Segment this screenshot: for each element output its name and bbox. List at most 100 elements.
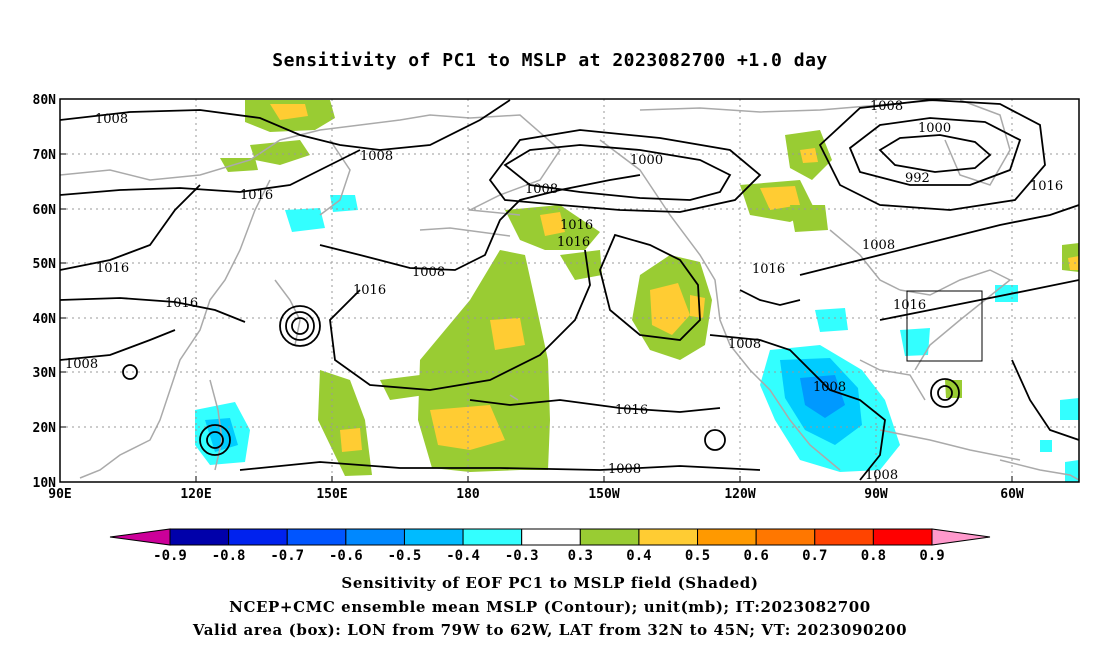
neg-patch bbox=[815, 308, 848, 332]
neg-patch bbox=[800, 375, 845, 418]
isobar-low-1008 bbox=[818, 99, 1046, 211]
lon-label: 90W bbox=[864, 487, 888, 502]
colorbar-box bbox=[403, 528, 464, 546]
contour-label: 1016 bbox=[240, 188, 273, 203]
lon-label: 120E bbox=[180, 487, 211, 502]
pos-patch bbox=[490, 318, 525, 350]
gridlines bbox=[60, 99, 1079, 482]
colorbar-label: 0.5 bbox=[685, 548, 710, 564]
coastline-caribbean bbox=[879, 429, 1021, 461]
lon-label: 60W bbox=[1000, 487, 1024, 502]
contour-label: 1008 bbox=[412, 265, 445, 280]
pos-patch bbox=[540, 212, 565, 236]
coastline-greenland bbox=[944, 99, 1011, 186]
isobar-low-japan-inner bbox=[285, 311, 315, 341]
isobar-low-1000-ak bbox=[503, 144, 732, 201]
contour-labels: 1008 1008 1008 1000 1008 1000 992 1016 1… bbox=[65, 99, 1063, 483]
colorbar-low-triangle bbox=[109, 528, 171, 546]
neg-patch bbox=[285, 208, 325, 232]
contour-label: 1016 bbox=[96, 261, 129, 276]
colorbar: -0.9 -0.8 -0.7 -0.6 -0.5 -0.4 -0.3 0.3 0.4 0.5 0.6… bbox=[109, 528, 991, 564]
lat-label: 80N bbox=[33, 93, 57, 108]
colorbar-label: -0.9 bbox=[153, 548, 187, 564]
isobar-small-low-2 bbox=[122, 364, 138, 380]
lat-label: 40N bbox=[33, 312, 57, 327]
contour-label: 1008 bbox=[813, 380, 846, 395]
colorbar-label: 0.7 bbox=[802, 548, 827, 564]
coastline-east-asia bbox=[79, 179, 271, 479]
isobar-1008-south bbox=[239, 461, 761, 471]
colorbar-labels: -0.9 -0.8 -0.7 -0.6 -0.5 -0.4 -0.3 0.3 0.4 0.5 0.6… bbox=[153, 548, 945, 564]
colorbar-label: -0.5 bbox=[388, 548, 422, 564]
colorbar-box bbox=[521, 528, 581, 546]
pos-patch bbox=[340, 428, 362, 452]
neg-patch bbox=[1065, 460, 1079, 482]
neg-patch bbox=[330, 195, 358, 212]
neg-patch bbox=[1040, 440, 1052, 452]
pos-patch bbox=[430, 405, 505, 450]
colorbar-label: 0.6 bbox=[744, 548, 769, 564]
colorbar-label: -0.3 bbox=[505, 548, 539, 564]
pos-patch bbox=[1068, 256, 1079, 270]
isobar-1016-na bbox=[739, 289, 801, 306]
colorbar-label: -0.8 bbox=[212, 548, 246, 564]
contour-label: 1016 bbox=[752, 262, 785, 277]
isobar-gulf-of-alaska bbox=[599, 233, 701, 341]
colorbar-label: 0.8 bbox=[861, 548, 886, 564]
lat-label: 50N bbox=[33, 257, 57, 272]
colorbar-box bbox=[755, 528, 816, 546]
contour-layer bbox=[60, 99, 1079, 481]
neg-patch bbox=[1060, 398, 1079, 420]
caption-line-3: Valid area (box): LON from 79W to 62W, L… bbox=[192, 621, 908, 639]
lat-label: 20N bbox=[33, 421, 57, 436]
lon-label: 150W bbox=[588, 487, 619, 502]
colorbar-box bbox=[579, 528, 640, 546]
coastline-asia bbox=[60, 114, 471, 181]
contour-label: 1008 bbox=[360, 149, 393, 164]
coastline-north-america-west bbox=[599, 139, 841, 471]
isobar-1016-asia2 bbox=[60, 184, 201, 271]
contour-label: 1016 bbox=[893, 298, 926, 313]
isobar-low-japan-outer bbox=[279, 305, 321, 347]
colorbar-box bbox=[872, 528, 933, 546]
contour-label: 1016 bbox=[557, 235, 590, 250]
pos-patch bbox=[270, 104, 308, 120]
shading-layer bbox=[195, 100, 1079, 482]
contour-label: 1000 bbox=[918, 121, 951, 136]
isobar-low-atlantic bbox=[937, 385, 953, 401]
pos-patch bbox=[760, 186, 800, 210]
isobar-1016-atl-south bbox=[879, 279, 1079, 321]
contour-label: 1008 bbox=[525, 182, 558, 197]
contour-label: 1008 bbox=[865, 468, 898, 483]
pos-patch bbox=[250, 140, 310, 165]
colorbar-box bbox=[228, 528, 288, 546]
pos-patch bbox=[945, 380, 962, 398]
isobar-low-1008-ak bbox=[488, 129, 762, 213]
coastline-alaska bbox=[467, 114, 561, 216]
contour-label: 1008 bbox=[65, 357, 98, 372]
isobar-1016-atlantic bbox=[799, 204, 1079, 276]
colorbar-label: 0.3 bbox=[568, 548, 593, 564]
colorbar-boxes bbox=[169, 528, 933, 546]
lat-label: 30N bbox=[33, 366, 57, 381]
isobar-1008-southasia bbox=[60, 329, 176, 361]
coastline-east-coast bbox=[899, 269, 1012, 371]
contour-label: 1016 bbox=[560, 218, 593, 233]
contour-label: 1016 bbox=[353, 283, 386, 298]
latitude-labels: 80N 70N 60N 50N 40N 30N 20N 10N bbox=[33, 93, 57, 491]
contour-label: 1008 bbox=[728, 337, 761, 352]
valid-area-box bbox=[906, 290, 983, 362]
contour-label: 1016 bbox=[165, 296, 198, 311]
coastline-hawaii bbox=[509, 394, 519, 401]
contour-label: 1016 bbox=[1030, 179, 1063, 194]
isobar-1016-east bbox=[1011, 359, 1079, 441]
pos-patch bbox=[790, 205, 828, 232]
isobar-1008-na bbox=[709, 334, 886, 481]
isobar-low-atlantic-outer bbox=[930, 378, 960, 408]
colorbar-box bbox=[814, 528, 874, 546]
colorbar-box bbox=[169, 528, 230, 546]
lon-label: 120W bbox=[724, 487, 755, 502]
longitude-labels: 90E 120E 150E 180 150W 120W 90W 60W bbox=[48, 487, 1024, 502]
chart-title: Sensitivity of PC1 to MSLP at 2023082700… bbox=[272, 50, 828, 71]
